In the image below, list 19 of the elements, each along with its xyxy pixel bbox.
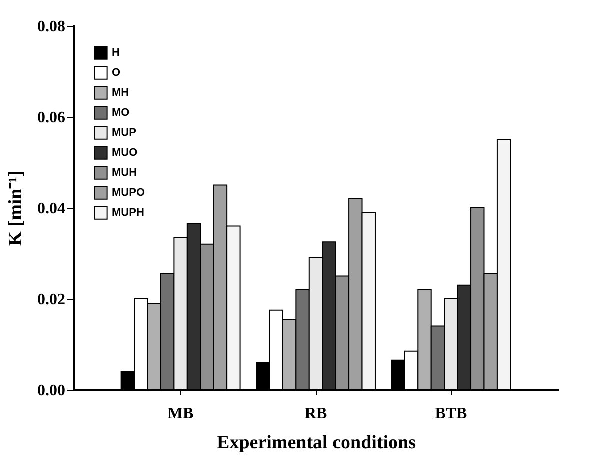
legend-label: MO <box>112 107 130 119</box>
legend-label: MH <box>112 87 130 99</box>
y-tick-label: 0.02 <box>38 292 66 308</box>
legend-label: MUH <box>112 167 138 179</box>
legend-label: H <box>112 47 120 59</box>
legend-label: MUP <box>112 127 136 139</box>
y-tick-label: 0.04 <box>38 200 66 218</box>
x-tick-label: MB <box>168 406 194 422</box>
legend-label: O <box>112 67 121 79</box>
y-axis-title: K [min⁻¹] <box>6 170 26 246</box>
x-axis-title: Experimental conditions <box>217 432 416 454</box>
y-tick-label: 0.00 <box>38 382 66 400</box>
legend-label: MUPO <box>112 187 146 199</box>
y-tick-label: 0.08 <box>38 18 66 36</box>
legend-label: MUPH <box>112 207 144 219</box>
x-tick-label: RB <box>304 406 328 422</box>
legend-label: MUO <box>112 147 138 159</box>
y-tick-label: 0.06 <box>38 110 66 126</box>
x-tick-label: BTB <box>435 406 468 422</box>
